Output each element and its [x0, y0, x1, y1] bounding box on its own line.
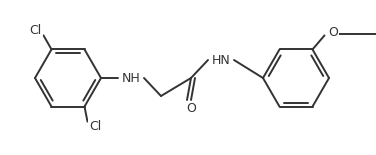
Text: O: O [329, 26, 338, 39]
Text: O: O [186, 102, 196, 115]
Text: NH: NH [121, 71, 140, 84]
Text: Cl: Cl [29, 24, 42, 37]
Text: HN: HN [212, 53, 230, 66]
Text: Cl: Cl [89, 120, 102, 133]
